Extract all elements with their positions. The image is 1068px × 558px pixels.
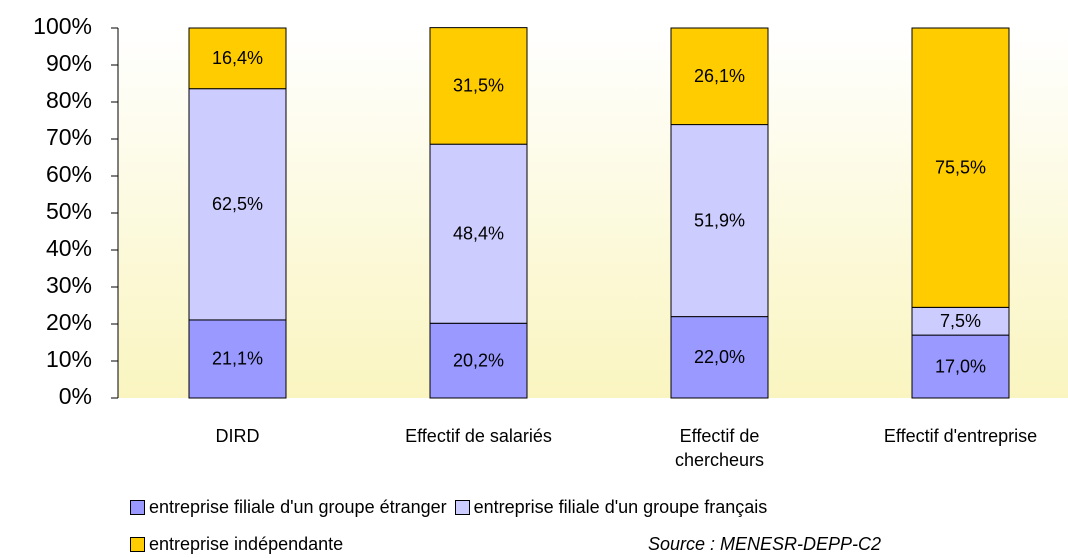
legend-swatch [130,500,145,515]
y-tick-label: 0% [59,383,92,409]
bar-segment [188,88,287,321]
data-label: 26,1% [694,66,745,86]
legend: entreprise filiale d'un groupe étranger e… [130,497,990,555]
y-tick-label: 40% [46,235,92,261]
x-tick-label: Effectif de chercheurs [674,426,765,470]
legend-item: entreprise filiale d'un groupe français [454,497,768,518]
y-tick-label: 80% [46,87,92,113]
data-label: 48,4% [453,223,504,243]
data-label: 51,9% [694,210,745,230]
x-tick-label: Effectif d'entreprise [883,426,1038,446]
legend-item: entreprise filiale d'un groupe étranger [130,497,447,518]
data-label: 75,5% [935,157,986,177]
x-tick-label: Effectif de salariés [405,426,552,446]
y-tick-label: 100% [33,13,92,39]
y-tick-label: 70% [46,124,92,150]
bar-segment [911,334,1010,399]
legend-label: entreprise filiale d'un groupe français [473,497,768,517]
data-label: 20,2% [453,350,504,370]
legend-label: entreprise filiale d'un groupe étranger [149,497,447,517]
legend-swatch [454,500,470,515]
y-tick-label: 50% [46,198,92,224]
data-label: 22,0% [694,347,745,367]
bar-segment [429,143,528,324]
bar-segment [188,27,287,90]
bar-segment [188,319,287,399]
data-label: 7,5% [940,311,981,331]
legend-item: entreprise indépendante [130,534,343,555]
bar-segment [911,306,1010,336]
y-tick-label: 10% [46,346,92,372]
bar-segment [429,322,528,399]
y-tick-label: 20% [46,309,92,335]
source: Source : MENESR-DEPP-C2 [648,534,882,554]
data-label: 16,4% [212,48,263,68]
x-tick-label: DIRD [215,426,260,446]
bar-segment [429,27,528,145]
bar-segment [670,124,769,318]
data-label: 21,1% [212,349,263,369]
data-label: 17,0% [935,356,986,376]
legend-label: entreprise indépendante [149,534,344,554]
data-label: 31,5% [453,76,504,96]
data-label: 62,5% [212,194,263,214]
y-tick-label: 60% [46,161,92,187]
y-tick-label: 30% [46,272,92,298]
legend-swatch [130,537,145,552]
y-tick-label: 90% [46,50,92,76]
bar-segment [670,27,769,126]
bar-segment [911,27,1010,308]
